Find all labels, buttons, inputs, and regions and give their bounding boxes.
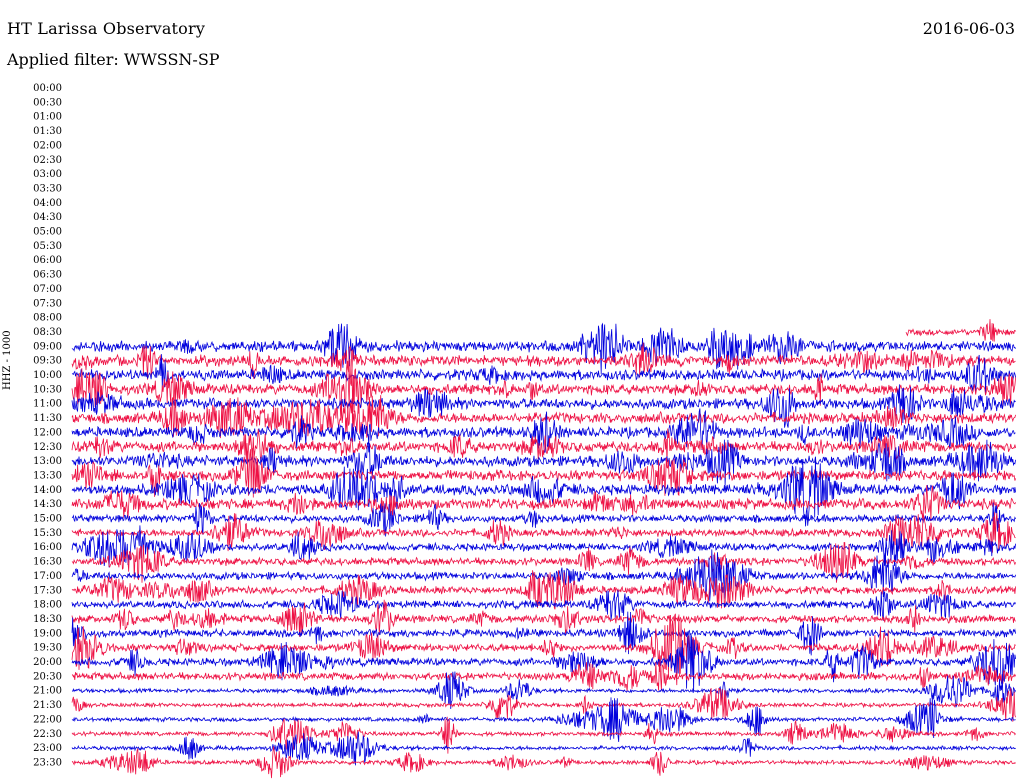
trace-1730 — [71, 570, 1016, 610]
time-tick-label: 18:00 — [33, 600, 62, 611]
trace-2330 — [71, 746, 1016, 779]
time-tick-label: 05:30 — [33, 241, 62, 252]
date-label: 2016-06-03 — [922, 19, 1015, 38]
time-tick-label: 03:30 — [33, 183, 62, 194]
trace-2130 — [71, 687, 1016, 722]
time-tick-label: 19:30 — [33, 643, 62, 654]
trace-2230 — [71, 716, 1016, 754]
time-tick-label: 00:30 — [33, 97, 62, 108]
time-tick-label: 22:00 — [33, 714, 62, 725]
trace-2030 — [71, 660, 1016, 692]
time-tick-label: 01:30 — [33, 126, 62, 137]
time-tick-label: 06:00 — [33, 255, 62, 266]
time-tick-label: 00:00 — [33, 83, 62, 94]
time-tick-label: 15:30 — [33, 528, 62, 539]
station-title: HT Larissa Observatory — [7, 19, 206, 38]
time-tick-label: 09:00 — [33, 341, 62, 352]
trace-1230 — [71, 428, 1016, 464]
trace-1030 — [71, 358, 1016, 419]
time-tick-label: 08:00 — [33, 313, 62, 324]
trace-1300 — [71, 439, 1016, 486]
time-tick-label: 13:00 — [33, 456, 62, 467]
time-tick-label: 16:00 — [33, 542, 62, 553]
trace-0930 — [71, 342, 1016, 380]
time-tick-label: 13:30 — [33, 470, 62, 481]
time-tick-label: 21:30 — [33, 700, 62, 711]
time-tick-label: 10:30 — [33, 384, 62, 395]
time-tick-label: 23:30 — [33, 757, 62, 768]
time-tick-label: 04:00 — [33, 198, 62, 209]
time-tick-label: 02:30 — [33, 155, 62, 166]
time-tick-label: 05:00 — [33, 227, 62, 238]
time-tick-label: 07:00 — [33, 284, 62, 295]
trace-1430 — [71, 485, 1016, 522]
trace-1530 — [71, 512, 1016, 553]
time-tick-label: 17:00 — [33, 571, 62, 582]
trace-1900 — [71, 611, 1016, 656]
time-tick-label: 09:30 — [33, 356, 62, 367]
trace-1130 — [71, 395, 1016, 439]
trace-1330 — [71, 447, 1016, 498]
trace-1630 — [71, 542, 1016, 583]
time-tick-label: 17:30 — [33, 585, 62, 596]
time-tick-label: 01:00 — [33, 112, 62, 123]
time-tick-label: 15:00 — [33, 514, 62, 525]
time-tick-label: 19:00 — [33, 628, 62, 639]
time-tick-label: 20:30 — [33, 671, 62, 682]
trace-2100 — [71, 671, 1016, 709]
trace-1800 — [71, 590, 1016, 621]
trace-1400 — [71, 457, 1016, 527]
time-tick-label: 14:30 — [33, 499, 62, 510]
time-tick-label: 14:00 — [33, 485, 62, 496]
time-tick-label: 21:00 — [33, 686, 62, 697]
time-tick-label: 16:30 — [33, 557, 62, 568]
time-tick-label: 10:00 — [33, 370, 62, 381]
time-tick-label: 08:30 — [33, 327, 62, 338]
trace-1830 — [71, 599, 1016, 637]
time-tick-label: 11:00 — [33, 399, 62, 410]
time-tick-label: 12:30 — [33, 442, 62, 453]
trace-2300 — [71, 731, 1016, 766]
trace-2200 — [71, 695, 1016, 742]
time-tick-label: 12:00 — [33, 427, 62, 438]
time-tick-label: 06:30 — [33, 270, 62, 281]
trace-2000 — [71, 633, 1016, 693]
time-tick-label: 02:00 — [33, 140, 62, 151]
time-tick-label: 18:30 — [33, 614, 62, 625]
trace-1000 — [71, 354, 1016, 395]
trace-1930 — [71, 613, 1016, 686]
time-tick-label: 20:00 — [33, 657, 62, 668]
trace-1200 — [71, 408, 1016, 453]
time-tick-label: 04:30 — [33, 212, 62, 223]
time-tick-labels: 00:00 00:30 01:00 01:30 02:00 02:30 03:00 03:30… — [33, 83, 62, 768]
time-tick-label: 23:00 — [33, 743, 62, 754]
seismogram-traces — [71, 319, 1017, 779]
trace-1600 — [71, 525, 1016, 568]
filter-label: Applied filter: WWSSN-SP — [7, 50, 220, 69]
time-tick-label: 07:30 — [33, 298, 62, 309]
time-tick-label: 11:30 — [33, 413, 62, 424]
trace-0900 — [71, 322, 1016, 375]
trace-0830 — [905, 319, 1017, 342]
time-tick-label: 22:30 — [33, 729, 62, 740]
time-tick-label: 03:00 — [33, 169, 62, 180]
